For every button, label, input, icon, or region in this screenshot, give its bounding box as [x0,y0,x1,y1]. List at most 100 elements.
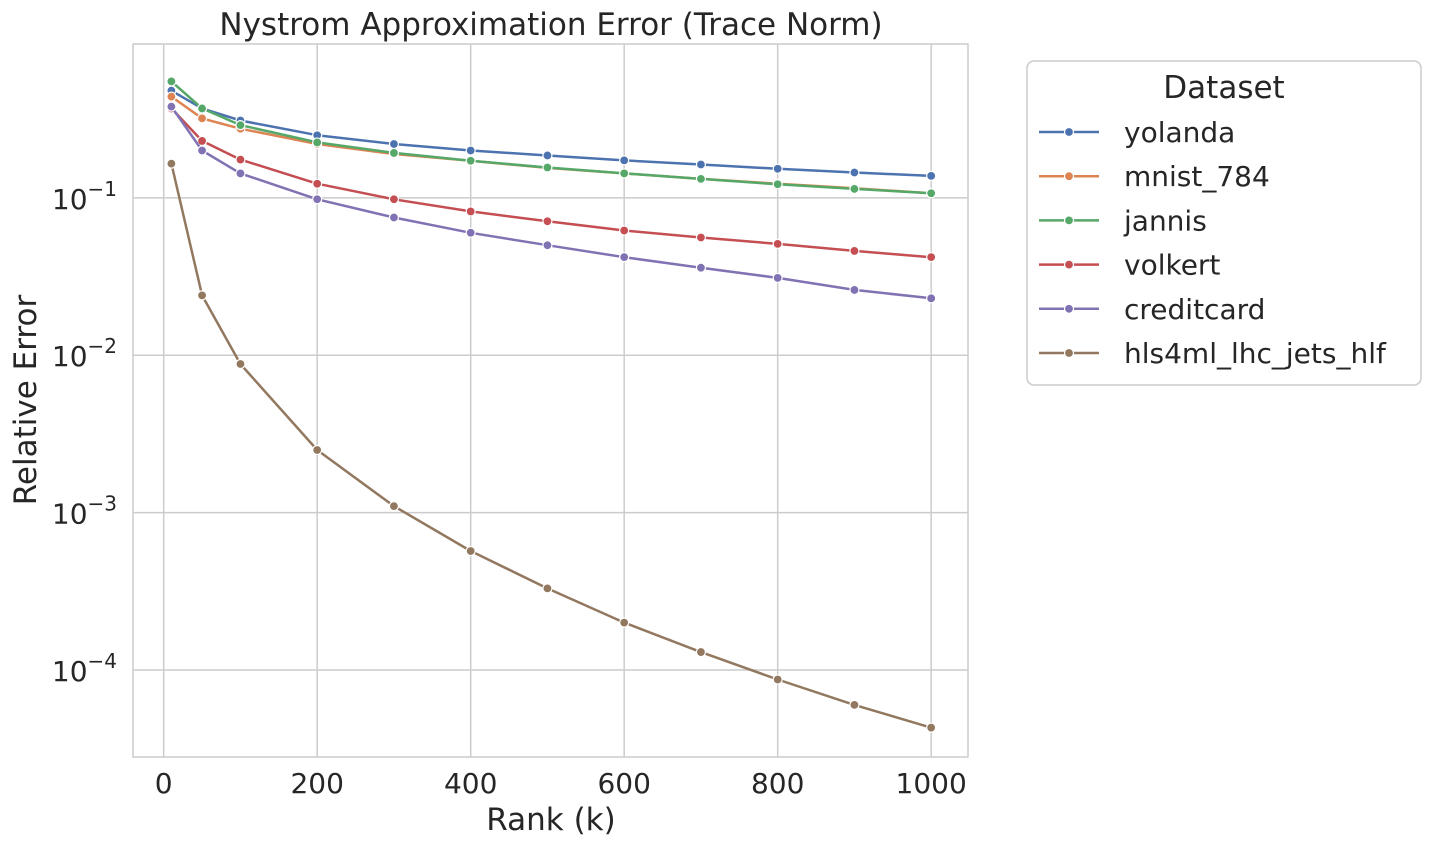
legend-label: hls4ml_lhc_jets_hlf [1124,337,1387,370]
legend-swatch-marker [1063,259,1075,270]
data-point-jannis [926,188,937,199]
data-point-creditcard [849,284,860,296]
x-tick-label: 800 [751,767,804,800]
data-point-jannis [388,147,400,159]
data-point-hls4ml_lhc_jets_hlf [849,699,860,711]
data-point-hls4ml_lhc_jets_hlf [542,583,553,594]
data-point-creditcard [542,240,553,251]
y-tick-label: 10−4 [52,649,117,688]
data-point-creditcard [388,212,400,223]
data-point-hls4ml_lhc_jets_hlf [619,617,630,628]
data-point-volkert [312,178,323,189]
legend-swatch-marker [1063,126,1075,138]
legend-item-volkert: volkert [1039,249,1220,282]
data-point-jannis [166,76,177,87]
series-creditcard [166,101,937,304]
data-point-jannis [695,173,707,184]
legend-swatch-marker [1063,303,1075,314]
data-point-volkert [388,194,400,205]
data-point-yolanda [849,167,860,178]
data-point-volkert [235,154,246,165]
legend-item-jannis: jannis [1039,204,1207,237]
legend-title: Dataset [1163,70,1284,106]
data-point-volkert [695,232,707,243]
legend-label: mnist_784 [1124,160,1270,193]
data-point-creditcard [312,194,323,205]
x-tick-label: 1000 [896,767,967,800]
plot-frame [132,43,969,758]
data-point-hls4ml_lhc_jets_hlf [166,158,177,169]
legend-swatch-marker [1063,171,1075,182]
data-point-hls4ml_lhc_jets_hlf [926,722,937,733]
series-line-yolanda [170,89,932,178]
y-axis-label: Relative Error [8,295,44,506]
data-point-creditcard [695,262,707,273]
data-point-jannis [196,103,208,114]
legend-label: volkert [1124,249,1220,282]
data-point-jannis [849,183,860,195]
data-point-volkert [619,225,630,236]
data-point-hls4ml_lhc_jets_hlf [312,444,323,456]
chart-title: Nystrom Approximation Error (Trace Norm) [219,7,882,43]
series-hls4ml_lhc_jets_hlf [166,158,937,733]
data-point-volkert [542,216,553,227]
data-point-hls4ml_lhc_jets_hlf [772,674,783,685]
legend-label: jannis [1123,204,1207,237]
data-point-creditcard [166,101,177,112]
data-point-yolanda [772,163,783,174]
legend-swatch-marker [1063,215,1075,226]
data-point-jannis [772,179,783,190]
data-point-volkert [465,206,476,217]
data-point-volkert [849,245,860,257]
data-point-hls4ml_lhc_jets_hlf [388,501,400,512]
data-point-jannis [619,168,630,179]
data-point-yolanda [695,159,707,170]
x-tick-labels: 0 200 400 600 800 1000 [155,767,967,800]
series-line-volkert [170,107,932,259]
legend-item-hls4ml_lhc_jets_hlf: hls4ml_lhc_jets_hlf [1039,337,1387,370]
data-point-jannis [465,155,476,166]
data-point-hls4ml_lhc_jets_hlf [695,646,707,658]
series-line-hls4ml_lhc_jets_hlf [170,163,932,729]
data-point-creditcard [772,272,783,284]
legend-item-yolanda: yolanda [1039,116,1235,149]
legend-label: creditcard [1124,293,1265,326]
x-tick-label: 200 [290,767,343,800]
y-tick-label: 10−3 [52,492,117,531]
series-volkert [166,103,937,263]
x-tick-label: 0 [155,767,173,800]
legend-item-mnist_784: mnist_784 [1039,160,1270,193]
data-point-yolanda [388,138,400,150]
series-jannis [166,76,937,199]
data-point-hls4ml_lhc_jets_hlf [465,545,476,557]
series-line-jannis [170,80,932,195]
data-point-yolanda [465,145,476,156]
data-point-volkert [926,252,937,263]
data-point-creditcard [235,168,246,179]
x-tick-label: 600 [597,767,650,800]
data-point-volkert [772,238,783,249]
data-point-creditcard [465,227,476,238]
series-line-creditcard [170,105,932,300]
legend-label: yolanda [1124,116,1235,149]
legend-box [1026,60,1422,386]
data-point-yolanda [542,150,553,161]
legend-item-creditcard: creditcard [1039,293,1265,326]
data-point-yolanda [926,170,937,181]
legend-swatch-marker [1063,347,1075,359]
y-tick-labels: 10−4 10−3 10−2 10−1 [52,177,117,688]
x-tick-label: 400 [444,767,497,800]
data-point-creditcard [926,293,937,304]
series-lines [166,76,937,733]
data-point-creditcard [619,252,630,263]
data-point-mnist_784 [166,91,177,102]
data-point-yolanda [619,155,630,166]
data-point-hls4ml_lhc_jets_hlf [196,290,208,301]
data-point-mnist_784 [196,113,208,124]
data-point-jannis [312,137,323,148]
data-point-hls4ml_lhc_jets_hlf [235,358,246,370]
data-point-jannis [542,162,553,173]
